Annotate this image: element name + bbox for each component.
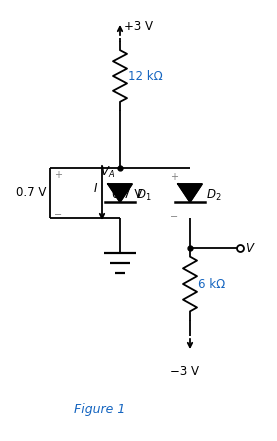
Polygon shape <box>178 184 202 202</box>
Text: $V_A$: $V_A$ <box>100 165 115 180</box>
Text: $V$: $V$ <box>245 242 256 254</box>
Text: −: − <box>170 212 178 222</box>
Text: 6 kΩ: 6 kΩ <box>198 277 225 291</box>
Text: +3 V: +3 V <box>124 20 153 33</box>
Text: $I$: $I$ <box>93 182 98 194</box>
Text: −: − <box>54 210 62 220</box>
Text: $D_1$: $D_1$ <box>136 187 152 202</box>
Text: 12 kΩ: 12 kΩ <box>128 70 163 82</box>
Text: 0.7 V: 0.7 V <box>112 188 142 202</box>
Text: Figure 1: Figure 1 <box>74 404 126 416</box>
Text: +: + <box>170 172 178 182</box>
Text: 0.7 V: 0.7 V <box>16 187 46 199</box>
Text: −3 V: −3 V <box>171 365 199 378</box>
Polygon shape <box>108 184 132 202</box>
Text: $D_2$: $D_2$ <box>206 187 222 202</box>
Text: +: + <box>54 170 62 180</box>
